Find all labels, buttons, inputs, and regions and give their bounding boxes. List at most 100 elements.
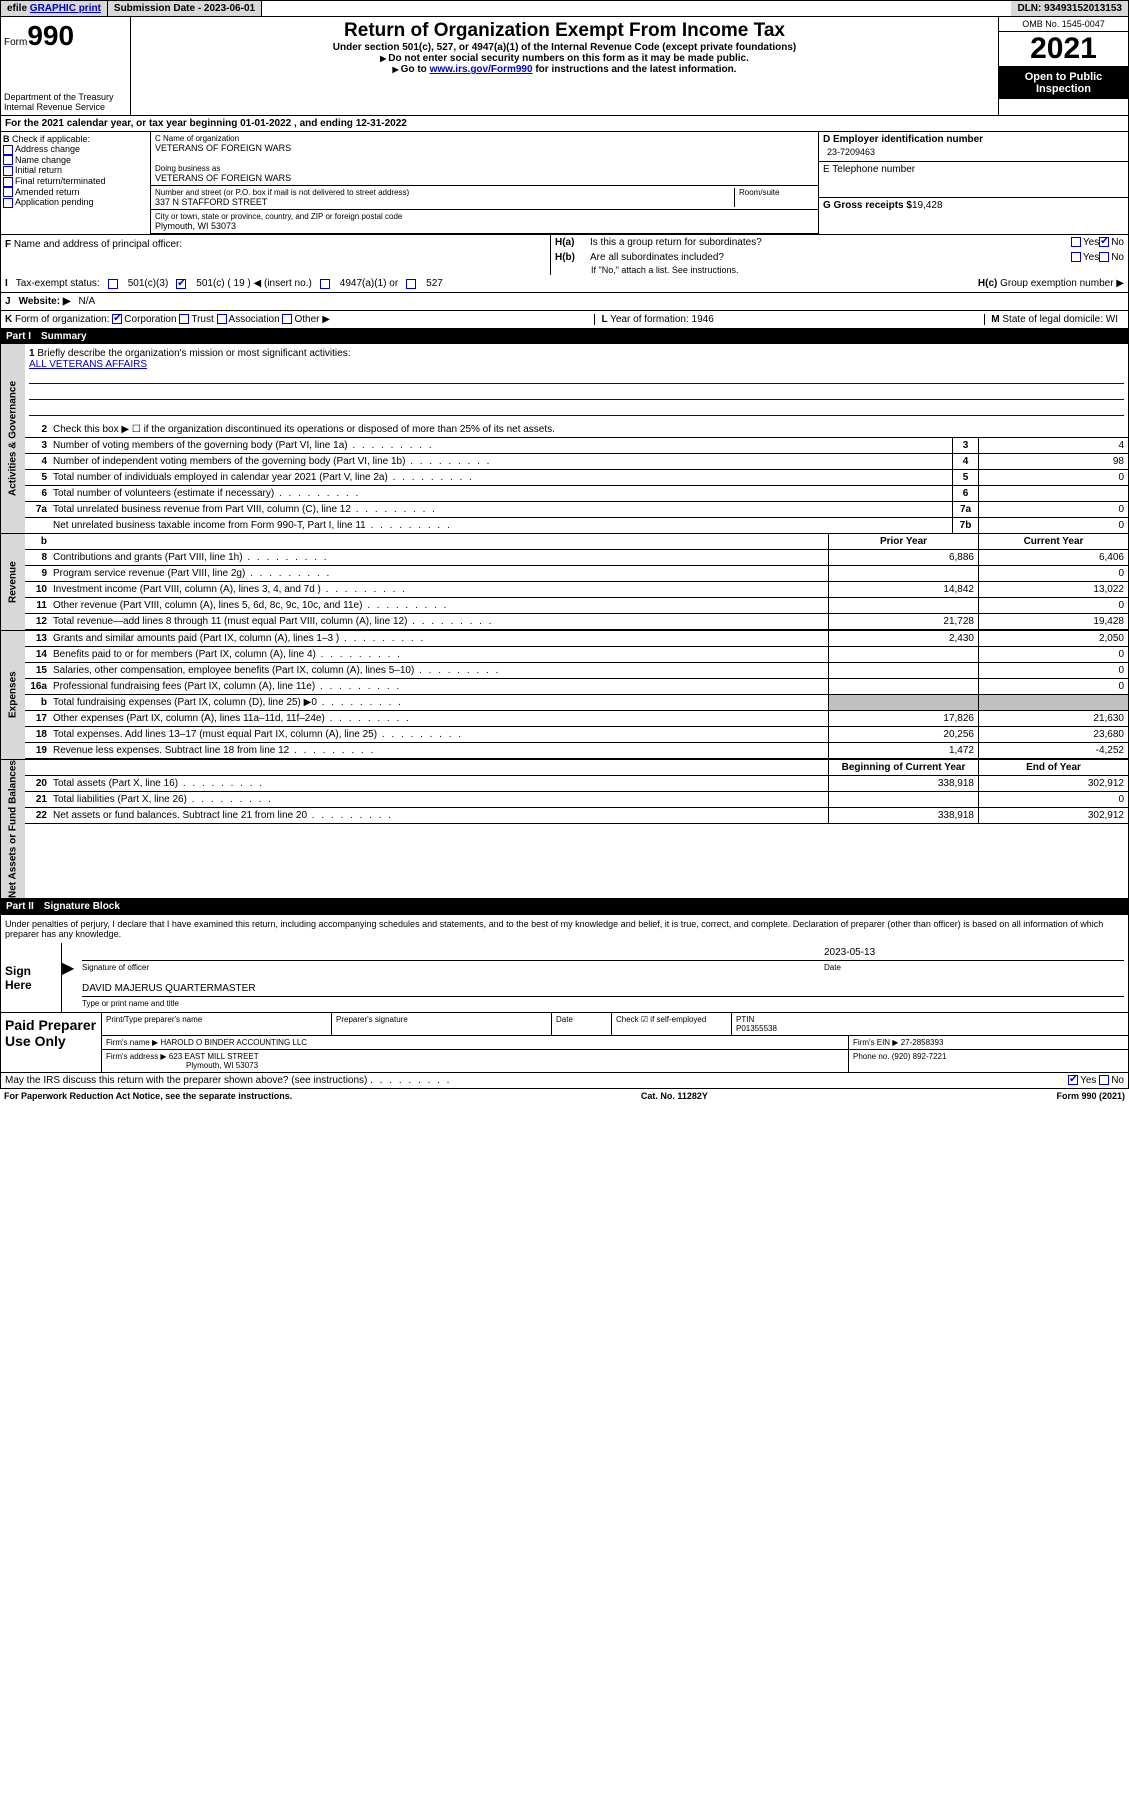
- side-governance: Activities & Governance: [1, 344, 25, 533]
- dba-label: Doing business as: [155, 164, 814, 173]
- ha-no[interactable]: [1099, 237, 1109, 247]
- 527-check[interactable]: [406, 279, 416, 289]
- line20-text: Total assets (Part X, line 16): [51, 776, 828, 791]
- line12-current: 19,428: [978, 614, 1128, 629]
- 501c-check[interactable]: [176, 279, 186, 289]
- hb-yes[interactable]: [1071, 252, 1081, 262]
- line16a-current: 0: [978, 679, 1128, 694]
- line12-text: Total revenue—add lines 8 through 11 (mu…: [51, 614, 828, 629]
- sign-here: Sign Here: [1, 943, 61, 1012]
- section-b-to-g: B Check if applicable: Address change Na…: [0, 132, 1129, 234]
- line16a-prior: [828, 679, 978, 694]
- omb-number: OMB No. 1545-0047: [999, 17, 1128, 32]
- form-word: Form: [4, 37, 27, 48]
- line11-current: 0: [978, 598, 1128, 613]
- line20-prior: 338,918: [828, 776, 978, 791]
- checkbox-final[interactable]: [3, 177, 13, 187]
- form-number: 990: [27, 20, 74, 51]
- submission-date: Submission Date - 2023-06-01: [108, 1, 262, 16]
- q6-value: [978, 486, 1128, 501]
- col-d: D Employer identification number 23-7209…: [818, 132, 1128, 234]
- city: Plymouth, WI 53073: [155, 221, 814, 231]
- street: 337 N STAFFORD STREET: [155, 197, 734, 207]
- discuss-no[interactable]: [1099, 1075, 1109, 1085]
- q3-value: 4: [978, 438, 1128, 453]
- q6-text: Total number of volunteers (estimate if …: [51, 486, 952, 501]
- hb-no[interactable]: [1099, 252, 1109, 262]
- open-public-badge: Open to Public Inspection: [999, 67, 1128, 99]
- line22-prior: 338,918: [828, 808, 978, 823]
- line22-current: 302,912: [978, 808, 1128, 823]
- line14-text: Benefits paid to or for members (Part IX…: [51, 647, 828, 662]
- hc-text: Group exemption number ▶: [1000, 278, 1124, 289]
- prior-year-head: Prior Year: [828, 534, 978, 549]
- k-trust[interactable]: [179, 314, 189, 324]
- sig-date: 2023-05-13: [824, 947, 1124, 958]
- line11-prior: [828, 598, 978, 613]
- k-assoc[interactable]: [217, 314, 227, 324]
- line20-current: 302,912: [978, 776, 1128, 791]
- ha-yes[interactable]: [1071, 237, 1081, 247]
- footer-left: For Paperwork Reduction Act Notice, see …: [4, 1091, 292, 1101]
- dba: VETERANS OF FOREIGN WARS: [155, 173, 814, 183]
- paid-preparer: Paid Preparer Use Only Print/Type prepar…: [1, 1013, 1128, 1072]
- line8-prior: 6,886: [828, 550, 978, 565]
- line14-current: 0: [978, 647, 1128, 662]
- line19-text: Revenue less expenses. Subtract line 18 …: [51, 743, 828, 758]
- q7b-value: 0: [978, 518, 1128, 533]
- line10-prior: 14,842: [828, 582, 978, 597]
- side-netassets: Net Assets or Fund Balances: [1, 760, 25, 898]
- k-corp[interactable]: [112, 314, 122, 324]
- checkbox-name[interactable]: [3, 155, 13, 165]
- line13-text: Grants and similar amounts paid (Part IX…: [51, 631, 828, 646]
- q1-label: Briefly describe the organization's miss…: [37, 348, 350, 359]
- org-name: VETERANS OF FOREIGN WARS: [155, 143, 814, 153]
- hb-text: Are all subordinates included?: [590, 252, 1071, 263]
- discuss-text: May the IRS discuss this return with the…: [5, 1075, 1068, 1086]
- checkbox-amended[interactable]: [3, 187, 13, 197]
- mission-text[interactable]: ALL VETERANS AFFAIRS: [29, 359, 147, 370]
- gross-receipts: 19,428: [912, 200, 943, 211]
- lineb-text: Total fundraising expenses (Part IX, col…: [51, 695, 828, 710]
- line18-text: Total expenses. Add lines 13–17 (must eq…: [51, 727, 828, 742]
- 501c3-check[interactable]: [108, 279, 118, 289]
- org-name-label: C Name of organization: [155, 134, 814, 143]
- line22-text: Net assets or fund balances. Subtract li…: [51, 808, 828, 823]
- q7a-text: Total unrelated business revenue from Pa…: [51, 502, 952, 517]
- side-expenses: Expenses: [1, 631, 25, 759]
- top-bar: efile GRAPHIC print Submission Date - 20…: [0, 0, 1129, 17]
- begin-year-head: Beginning of Current Year: [828, 760, 978, 775]
- graphic-link[interactable]: GRAPHIC print: [30, 3, 101, 14]
- tax-year: 2021: [999, 32, 1128, 67]
- q2: Check this box ▶ ☐ if the organization d…: [51, 422, 1128, 437]
- checkbox-initial[interactable]: [3, 166, 13, 176]
- k-other[interactable]: [282, 314, 292, 324]
- line8-current: 6,406: [978, 550, 1128, 565]
- current-year-head: Current Year: [978, 534, 1128, 549]
- arrow-icon: ▶: [62, 958, 74, 978]
- row-j: J Website: ▶ N/A: [0, 293, 1129, 311]
- lineb-current: [978, 695, 1128, 710]
- ptin: P01355538: [736, 1024, 777, 1033]
- officer-name: DAVID MAJERUS QUARTERMASTER: [82, 983, 1124, 994]
- section-f-h: F Name and address of principal officer:…: [0, 234, 1129, 275]
- row-i: I Tax-exempt status: 501(c)(3) 501(c) ( …: [0, 275, 1129, 293]
- line15-current: 0: [978, 663, 1128, 678]
- footer-right: Form 990 (2021): [1056, 1091, 1125, 1101]
- room-label: Room/suite: [739, 188, 814, 197]
- part1-governance: Activities & Governance 1 Briefly descri…: [0, 344, 1129, 534]
- discuss-yes[interactable]: [1068, 1075, 1078, 1085]
- 4947-check[interactable]: [320, 279, 330, 289]
- line14-prior: [828, 647, 978, 662]
- paid-label: Paid Preparer Use Only: [1, 1013, 101, 1072]
- q7a-value: 0: [978, 502, 1128, 517]
- state-domicile: WI: [1106, 314, 1118, 325]
- firm-addr1: 623 EAST MILL STREET: [169, 1052, 259, 1061]
- q5-text: Total number of individuals employed in …: [51, 470, 952, 485]
- part1-header: Part ISummary: [0, 329, 1129, 344]
- checkbox-address[interactable]: [3, 145, 13, 155]
- form-subtitle: Under section 501(c), 527, or 4947(a)(1)…: [134, 42, 995, 53]
- irs-link[interactable]: www.irs.gov/Form990: [430, 64, 533, 75]
- checkbox-pending[interactable]: [3, 198, 13, 208]
- footer-center: Cat. No. 11282Y: [641, 1091, 708, 1101]
